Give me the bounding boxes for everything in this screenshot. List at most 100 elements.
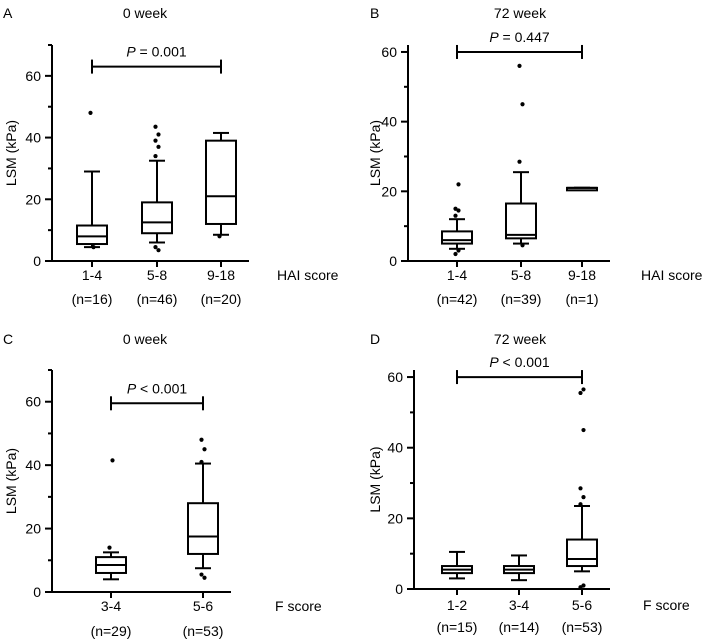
panel-a: A 0 week 0 20 40 60 LSM (kPa) 1-4 (n=16) 5-8 (n=46… [3,5,339,307]
outlier-point [88,110,93,115]
y-tick-label: 60 [381,44,397,60]
y-tick-label: 0 [33,584,41,600]
x-tick-count: (n=14) [499,619,540,635]
x-tick-count: (n=46) [137,291,178,307]
outlier-point [156,144,161,149]
outlier-point [153,153,158,159]
y-axis-label: LSM (kPa) [3,120,19,186]
x-axis-label: HAI score [641,267,703,283]
box [441,230,473,245]
panel-title: 0 week [123,5,168,21]
x-tick-label: 3-4 [101,598,121,614]
panel-b: B 72 week 0 20 40 60 LSM (kPa) 1-4 (n=42) 5-8 (n=3… [367,5,703,307]
y-tick-label: 40 [25,130,41,146]
panel-d: D 72 week 0 20 40 60 LSM (kPa) 1-2 (n=15) 3-4 (n=1… [367,331,690,635]
panel-title: 72 week [494,5,547,21]
outlier-point [581,583,586,588]
y-axis-label: LSM (kPa) [3,448,19,514]
y-tick-label: 40 [381,114,397,130]
outlier-point [453,213,458,218]
p-value-label: P < 0.001 [489,354,550,370]
x-tick-count: (n=16) [72,291,113,307]
x-tick-label: 1-4 [82,267,102,283]
x-tick-count: (n=39) [501,291,542,307]
x-tick-label: 1-2 [447,597,467,613]
outlier-point [199,459,204,465]
outlier-point [107,545,112,550]
y-tick-label: 40 [25,457,41,473]
outlier-point [199,437,204,442]
y-tick-label: 60 [25,68,41,84]
p-value-label: P = 0.001 [126,44,187,60]
x-tick-count: (n=53) [562,619,603,635]
y-tick-label: 20 [381,183,397,199]
x-tick-label: 5-8 [511,267,531,283]
outlier-point [202,575,207,580]
y-axis-label: LSM (kPa) [367,446,383,512]
y-tick-label: 20 [25,521,41,537]
x-tick-count: (n=20) [201,291,242,307]
outlier-point [453,251,458,257]
outlier-point [456,182,461,187]
outlier-point [153,138,158,143]
outlier-point [91,245,96,250]
panel-letter: B [370,5,379,21]
y-tick-label: 60 [387,369,403,385]
y-axis-label: LSM (kPa) [367,120,383,186]
y-tick-label: 0 [395,581,403,597]
y-tick-label: 20 [25,191,41,207]
outlier-point [153,245,158,250]
x-tick-label: 5-6 [572,597,592,613]
x-tick-count: (n=42) [437,291,478,307]
x-axis-label: F score [643,597,690,613]
panel-letter: C [3,331,13,347]
box [505,202,537,240]
outlier-point [578,390,583,396]
p-value-label: P < 0.001 [127,380,188,396]
box [187,502,219,555]
box [76,224,108,246]
outlier-point [453,206,458,211]
outlier-point [110,458,115,463]
x-tick-count: (n=15) [437,619,478,635]
box [205,139,237,225]
x-tick-label: 1-4 [447,267,467,283]
box [566,538,598,568]
outlier-point [520,102,525,107]
panel-title: 0 week [123,331,168,347]
x-tick-label: 5-6 [193,598,213,614]
panel-letter: A [3,5,13,21]
x-axis-label: HAI score [277,267,339,283]
outlier-point [517,63,522,69]
outlier-point [156,132,161,137]
panel-letter: D [370,331,380,347]
outlier-point [578,502,583,507]
x-tick-label: 9-18 [207,267,235,283]
y-tick-label: 40 [387,440,403,456]
y-tick-label: 60 [25,394,41,410]
outlier-point [581,495,586,500]
p-value-label: P = 0.447 [489,29,550,45]
box [141,201,173,235]
x-tick-count: (n=29) [91,623,132,639]
outlier-point [520,243,525,248]
y-tick-label: 0 [389,253,397,269]
panel-title: 72 week [494,331,547,347]
outlier-point [199,572,204,577]
outlier-point [217,234,222,239]
x-tick-count: (n=1) [565,291,598,307]
x-tick-label: 3-4 [509,597,529,613]
x-tick-count: (n=53) [183,623,224,639]
outlier-point [153,124,158,129]
outlier-point [156,248,161,253]
outlier-point [517,159,522,164]
outlier-point [581,427,586,433]
outlier-point [581,387,586,392]
outlier-point [578,486,583,491]
x-axis-label: F score [275,598,322,614]
outlier-point [202,447,207,452]
y-tick-label: 20 [387,510,403,526]
panel-c: C 0 week 0 20 40 60 LSM (kPa) 3-4 (n=29) 5-6 (n=53… [3,331,322,639]
x-tick-label: 9-18 [568,267,596,283]
